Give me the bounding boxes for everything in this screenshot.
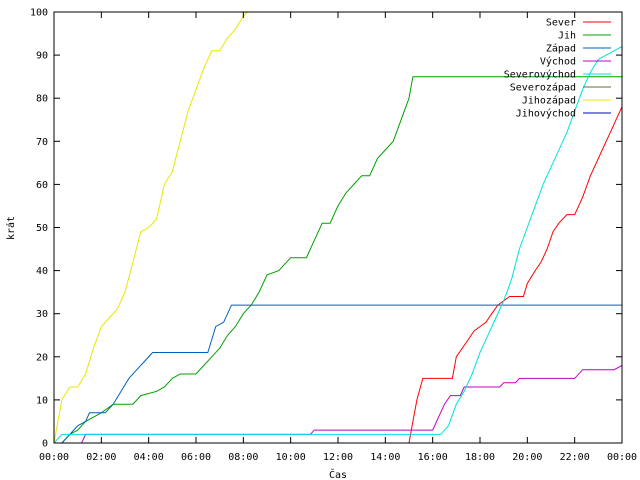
x-tick-label: 20:00 (512, 452, 542, 463)
y-tick-label: 40 (36, 266, 48, 277)
x-tick-label: 08:00 (228, 452, 258, 463)
legend-label: Jihozápad (522, 95, 576, 107)
legend: Sever JihZápadVýchodSeverovýchodSeverozáp… (504, 18, 611, 120)
series-lines (53, 11, 623, 444)
x-tick-label: 22:00 (560, 452, 590, 463)
x-tick-label: 18:00 (465, 452, 495, 463)
x-tick-label: 02:00 (86, 452, 116, 463)
x-axis-ticks: 00:00 02:00 04:00 06:00 08:00 10:00 12:00 14:00… (39, 12, 637, 463)
legend-label: Východ (540, 56, 576, 68)
x-tick-label: 04:00 (134, 452, 164, 463)
x-axis-label: Čas (329, 468, 347, 480)
y-tick-label: 30 (36, 309, 48, 320)
legend-label: Západ (546, 43, 576, 55)
legend-label: Sever (546, 18, 576, 29)
y-tick-label: 20 (36, 352, 48, 363)
series-line-3 (54, 304, 622, 444)
y-tick-label: 10 (36, 395, 48, 406)
x-tick-label: 10:00 (276, 452, 306, 463)
series-line-4 (54, 364, 623, 444)
legend-label: Jih (558, 31, 576, 42)
y-tick-label: 0 (42, 439, 48, 450)
legend-label: Jihovýchod (516, 108, 576, 120)
y-axis-label: krát (5, 216, 17, 240)
x-tick-label: 16:00 (418, 452, 448, 463)
series-line-2 (54, 76, 622, 444)
y-tick-label: 60 (36, 180, 48, 191)
y-tick-label: 100 (30, 8, 48, 19)
series-line-1 (54, 106, 623, 444)
legend-label: Severovýchod (504, 69, 576, 81)
x-tick-label: 14:00 (370, 452, 400, 463)
y-axis-ticks: 0 10 20 30 40 50 60 70 80 90 100 (30, 8, 622, 450)
x-tick-label: 12:00 (323, 452, 353, 463)
y-tick-label: 80 (36, 94, 48, 105)
y-tick-label: 70 (36, 137, 48, 148)
legend-label: Severozápad (510, 82, 576, 94)
y-tick-label: 90 (36, 51, 48, 62)
series-line-5 (53, 46, 623, 444)
y-tick-label: 50 (36, 223, 48, 234)
x-tick-label: 00:00 (39, 452, 69, 463)
x-tick-label: 06:00 (181, 452, 211, 463)
series-line-7 (53, 11, 248, 444)
x-tick-label: 00:00 (607, 452, 637, 463)
